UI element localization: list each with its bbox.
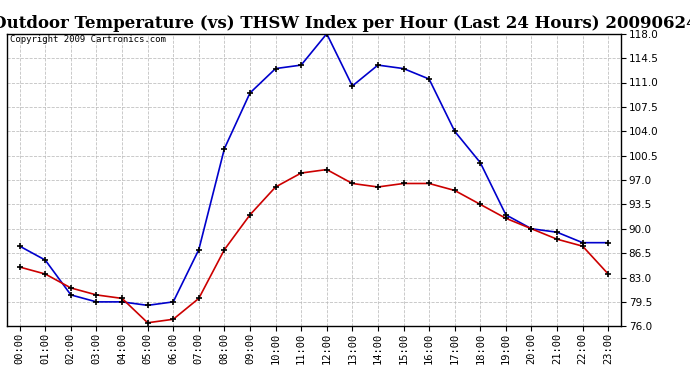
Text: Outdoor Temperature (vs) THSW Index per Hour (Last 24 Hours) 20090624: Outdoor Temperature (vs) THSW Index per … xyxy=(0,15,690,32)
Text: Copyright 2009 Cartronics.com: Copyright 2009 Cartronics.com xyxy=(10,35,166,44)
